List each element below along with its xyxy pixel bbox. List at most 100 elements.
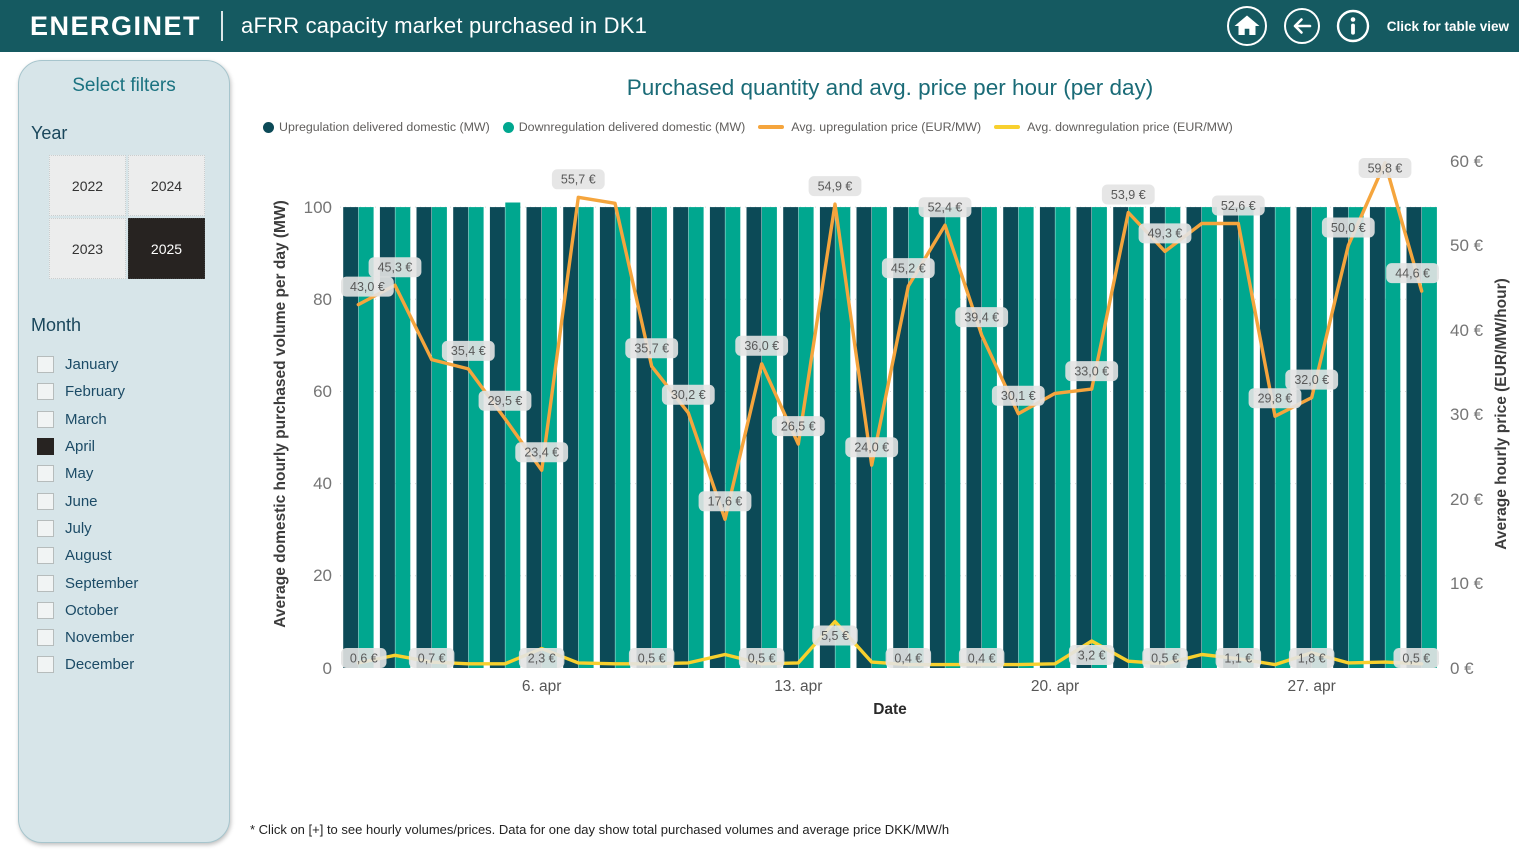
checkbox-july[interactable] [37,519,54,537]
combo-chart[interactable]: 43,0 € 45,3 € 35,4 € 29,5 € 23,4 € 55,7 € 35,7… [340,158,1440,669]
svg-text:1,8 €: 1,8 € [1298,651,1326,665]
svg-text:2,3 €: 2,3 € [528,651,556,665]
back-icon[interactable] [1283,7,1321,45]
month-item-label: February [65,383,126,401]
checkbox-april[interactable] [37,438,54,456]
checkbox-august[interactable] [37,547,54,565]
table-view-link[interactable]: Click for table view [1386,18,1509,34]
year-button-2024[interactable]: 2024 [128,155,205,216]
svg-text:1,1 €: 1,1 € [1224,651,1252,665]
svg-text:59,8 €: 59,8 € [1368,161,1403,175]
month-item-august[interactable]: August [37,542,229,569]
svg-text:33,0 €: 33,0 € [1074,364,1109,378]
energinet-logo: ENERGINET [30,10,202,41]
axis-tick-label: 0 [322,658,332,678]
svg-text:3,2 €: 3,2 € [1078,648,1106,662]
checkbox-november[interactable] [37,629,54,647]
year-filter: 2022 2024 2023 2025 [49,155,205,279]
price-label: 0,7 € [408,648,455,668]
month-item-november[interactable]: November [37,624,229,651]
price-label: 44,6 € [1386,263,1439,284]
month-item-march[interactable]: March [37,406,229,433]
month-item-april[interactable]: April [37,433,229,460]
price-label: 5,5 € [812,625,858,646]
month-item-label: December [65,656,135,674]
checkbox-october[interactable] [37,601,54,619]
month-item-december[interactable]: December [37,651,229,678]
bars-downregulation[interactable] [358,202,1437,669]
price-label: 29,8 € [1248,388,1302,409]
checkbox-september[interactable] [37,574,54,592]
legend-item[interactable]: Avg. downregulation price (EUR/MW) [994,120,1233,134]
month-item-june[interactable]: June [37,487,229,514]
month-item-label: January [65,356,119,374]
svg-text:35,7 €: 35,7 € [634,342,669,356]
year-label: Year [31,123,68,143]
chart-legend: Upregulation delivered domestic (MW) Down… [263,120,1233,134]
axis-tick-label: 27. apr [1287,678,1336,695]
year-button-2023[interactable]: 2023 [49,218,126,279]
month-item-label: August [65,547,112,565]
year-button-2025[interactable]: 2025 [128,218,205,279]
checkbox-march[interactable] [37,410,54,428]
checkbox-may[interactable] [37,465,54,483]
filter-panel: Select filters Year 2022 2024 2023 2025 Mon… [18,60,230,843]
bars-upregulation[interactable] [343,207,1422,668]
month-item-february[interactable]: February [37,378,229,405]
svg-text:55,7 €: 55,7 € [561,173,596,187]
axis-tick-label: 10 € [1450,574,1484,593]
price-label: 3,2 € [1068,645,1115,665]
price-label: 55,7 € [551,169,605,190]
legend-item[interactable]: Upregulation delivered domestic (MW) [263,120,490,134]
price-label: 0,6 € [341,648,387,668]
price-label: 33,0 € [1065,361,1119,382]
legend-line-icon [994,125,1021,129]
month-item-label: October [65,601,119,619]
axis-tick-label: 100 [303,197,332,217]
price-label: 0,4 € [958,648,1005,668]
checkbox-june[interactable] [37,492,54,510]
svg-text:26,5 €: 26,5 € [781,419,816,433]
svg-text:0,4 €: 0,4 € [968,651,996,665]
svg-text:23,4 €: 23,4 € [524,446,559,460]
legend-line-icon [758,125,785,129]
month-item-may[interactable]: May [37,460,229,487]
info-icon[interactable] [1336,9,1370,43]
month-item-september[interactable]: September [37,569,229,596]
price-label: 59,8 € [1358,158,1412,178]
month-item-october[interactable]: October [37,597,229,624]
month-item-label: July [65,519,92,537]
legend-item[interactable]: Downregulation delivered domestic (MW) [502,120,745,134]
svg-text:0,5 €: 0,5 € [638,651,666,665]
legend-label: Avg. downregulation price (EUR/MW) [1027,120,1233,134]
axis-tick-label: 60 € [1450,151,1484,171]
price-label: 17,6 € [698,491,752,512]
logo-separator [221,11,224,41]
month-item-july[interactable]: July [37,515,229,542]
svg-text:30,1 €: 30,1 € [1001,389,1036,403]
month-item-label: September [65,574,139,592]
year-button-2022[interactable]: 2022 [49,155,126,216]
axis-tick-label: 50 € [1450,236,1484,255]
price-label: 0,5 € [628,648,675,668]
x-axis-title: Date [873,701,907,718]
price-label: 26,5 € [771,416,825,437]
month-item-january[interactable]: January [37,351,229,378]
app-header: ENERGINET aFRR capacity market purchased… [0,0,1519,52]
home-icon[interactable] [1226,5,1268,47]
svg-text:52,4 €: 52,4 € [928,201,963,215]
checkbox-december[interactable] [37,656,54,674]
checkbox-february[interactable] [37,383,54,401]
checkbox-january[interactable] [37,356,54,374]
price-label: 23,4 € [515,442,569,463]
price-label: 53,9 € [1101,184,1155,205]
month-item-label: June [65,492,98,510]
price-label: 1,8 € [1288,648,1335,668]
axis-tick-label: 30 € [1450,405,1484,424]
svg-text:0,7 €: 0,7 € [418,651,446,665]
axis-tick-label: 40 [313,474,332,494]
axis-tick-label: 40 € [1450,320,1484,340]
legend-item[interactable]: Avg. upregulation price (EUR/MW) [758,120,981,134]
price-label: 0,4 € [885,648,932,668]
